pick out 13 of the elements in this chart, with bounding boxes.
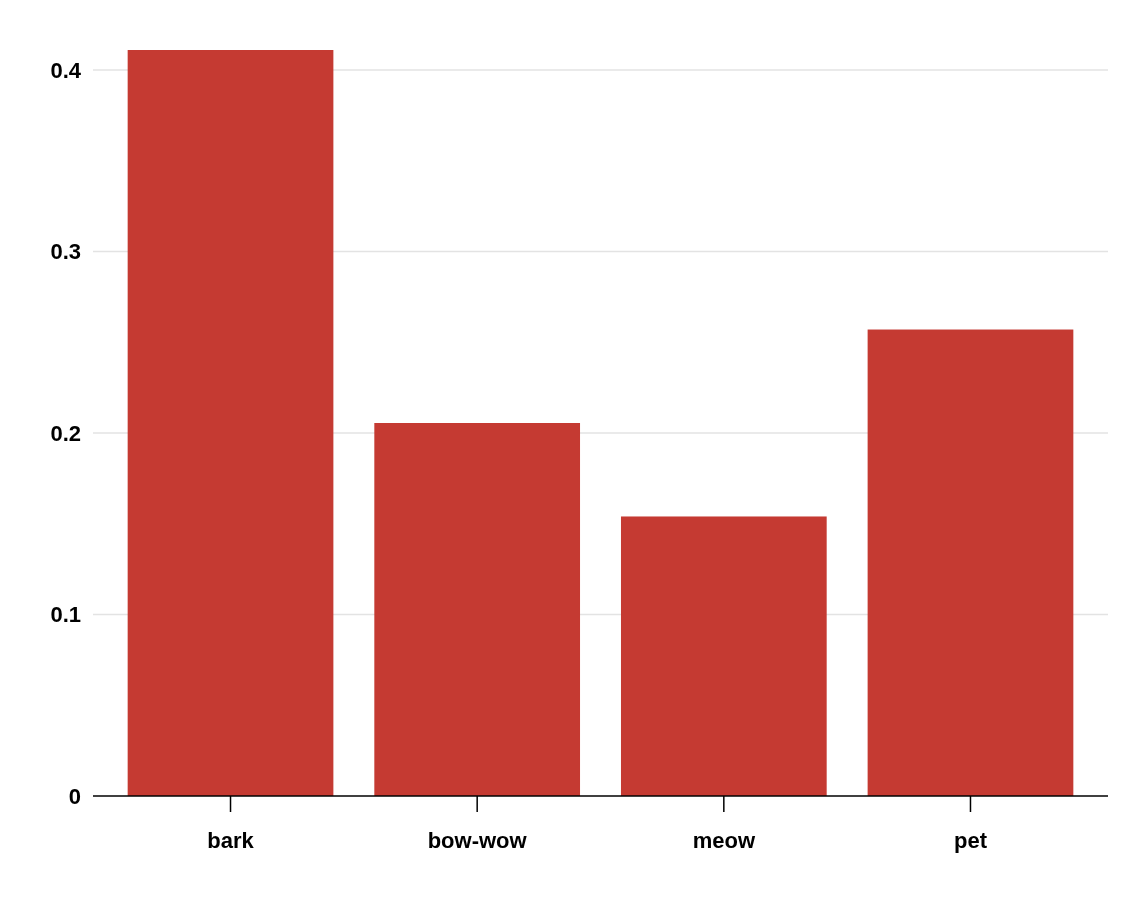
y-tick-label: 0 xyxy=(68,783,81,809)
x-tick-label: pet xyxy=(953,828,988,853)
x-tick-label: bow-wow xyxy=(427,828,528,853)
bar xyxy=(867,329,1074,796)
x-tick-label: bark xyxy=(207,828,255,853)
x-tick-label: meow xyxy=(692,828,756,853)
y-tick-label: 0.3 xyxy=(50,239,81,265)
y-tick-label: 0.4 xyxy=(50,57,82,83)
y-tick-label: 0.1 xyxy=(50,602,81,628)
bar xyxy=(620,516,827,796)
bar xyxy=(127,50,334,796)
bar xyxy=(374,423,581,796)
y-tick-label: 0.2 xyxy=(50,420,81,446)
